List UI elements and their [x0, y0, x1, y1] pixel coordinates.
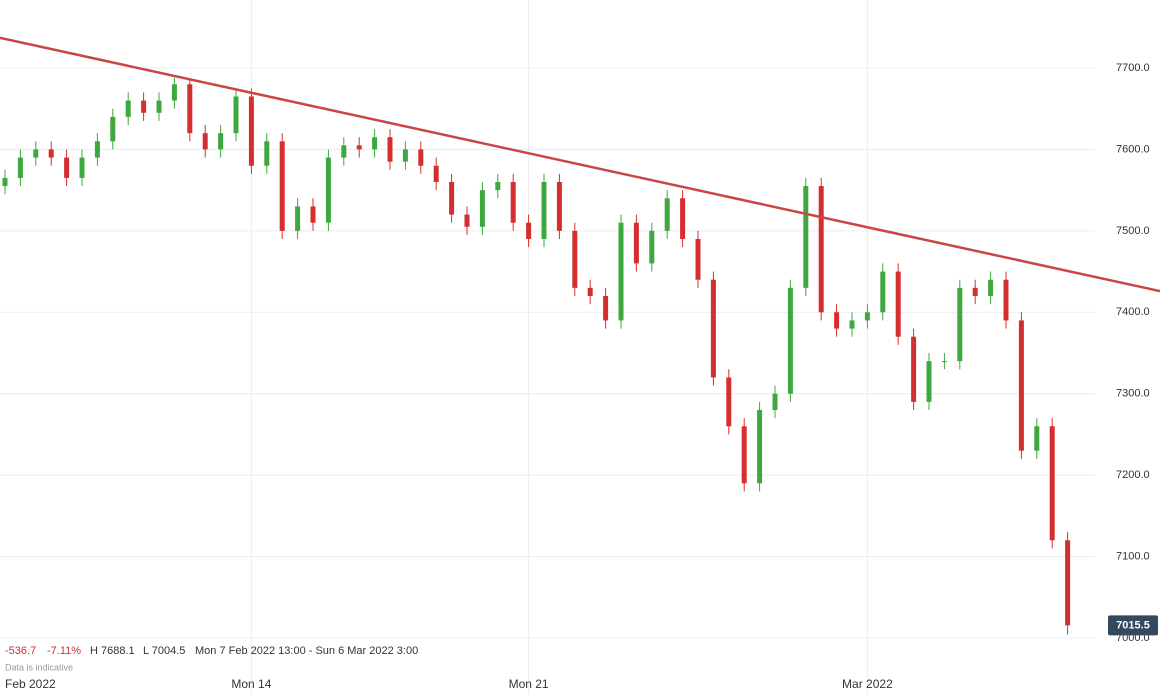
candle-body [757, 410, 763, 484]
candle-body [218, 133, 224, 150]
last-price-badge [1108, 615, 1158, 636]
candle-body [418, 149, 424, 166]
candle-body [572, 230, 578, 288]
candle-body [372, 137, 378, 150]
y-tick-label: 7600.0 [1116, 143, 1150, 155]
candle-body [849, 320, 855, 329]
y-tick-label: 7100.0 [1116, 550, 1150, 562]
candle-body [464, 214, 470, 227]
candle-body [449, 182, 455, 215]
candle-body [48, 149, 54, 158]
candle-body [387, 137, 393, 162]
candle-body [233, 96, 239, 134]
candle-body [680, 198, 686, 239]
candle-body [1065, 540, 1071, 626]
plot [0, 36, 1160, 635]
note: Data is indicative [5, 662, 73, 672]
high-info: H 7688.1 [90, 645, 135, 657]
low-info: L 7004.5 [143, 645, 185, 657]
candle-body [741, 426, 747, 484]
change: -536.7 [5, 645, 36, 657]
candle-body [695, 239, 701, 280]
x-tick-label: Mar 2022 [842, 677, 893, 691]
candle-body [710, 279, 716, 378]
candle-body [264, 141, 270, 166]
candle-body [248, 96, 254, 166]
candle-body [587, 287, 593, 296]
candle-body [156, 100, 162, 113]
candle-body [171, 84, 177, 101]
y-tick-label: 7300.0 [1116, 388, 1150, 400]
candle-body [510, 182, 516, 223]
candle-body [864, 312, 870, 321]
candle-body [64, 157, 70, 178]
candle-body [1049, 426, 1055, 541]
candle-body [187, 84, 193, 134]
candle-body [895, 271, 901, 337]
candle-body [310, 206, 316, 223]
y-tick-label: 7700.0 [1116, 62, 1150, 74]
candle-body [79, 157, 85, 178]
candle-body [341, 145, 347, 158]
y-tick-label: 7400.0 [1116, 306, 1150, 318]
candle-body [1003, 279, 1009, 321]
candle-body [834, 312, 840, 329]
candle-body [1018, 320, 1024, 451]
candle-body [1034, 426, 1040, 451]
y-tick-label: 7500.0 [1116, 225, 1150, 237]
candle-body [803, 186, 809, 288]
candle-body [433, 165, 439, 182]
candle-body [33, 149, 39, 158]
candle-body [649, 230, 655, 264]
candle-body [633, 222, 639, 264]
candle-body [279, 141, 285, 231]
candle-body [556, 182, 562, 231]
range-info: Mon 7 Feb 2022 13:00 - Sun 6 Mar 2022 3:… [195, 645, 418, 657]
x-tick-label: Mon 14 [231, 677, 271, 691]
candle-body [325, 157, 331, 223]
candle-body [141, 100, 147, 113]
candle-body [94, 141, 100, 158]
candle-body [941, 361, 947, 363]
x-tick-label: Mon 21 [509, 677, 549, 691]
candle-body [17, 157, 23, 178]
y-tick-label: 7200.0 [1116, 469, 1150, 481]
candle-body [402, 149, 408, 162]
candle-body [479, 190, 485, 227]
candle-body [988, 279, 994, 296]
trendline [0, 36, 1160, 293]
change-pct: -7.11% [47, 645, 81, 657]
candle-body [926, 361, 932, 402]
candle-body [2, 177, 8, 187]
candle-body [880, 271, 886, 313]
candle-body [202, 133, 208, 150]
candle-body [957, 287, 963, 362]
candle-body [772, 393, 778, 410]
x-tick-label: Feb 2022 [5, 677, 56, 691]
candle-body [295, 206, 301, 231]
last-price-label: 7015.5 [1116, 619, 1150, 631]
candle-body [603, 296, 609, 321]
candle-body [526, 222, 532, 239]
candle-body [726, 377, 732, 427]
candle-body [125, 100, 131, 117]
candle-body [541, 182, 547, 239]
candle-body [664, 198, 670, 231]
candle-body [618, 222, 624, 321]
candle-body [356, 145, 362, 150]
candle-body [110, 116, 116, 142]
grid [0, 0, 1095, 694]
candle-body [818, 186, 824, 313]
candle-body [787, 287, 793, 394]
candle-body [972, 287, 978, 296]
candle-body [495, 182, 501, 191]
candle-body [911, 336, 917, 402]
